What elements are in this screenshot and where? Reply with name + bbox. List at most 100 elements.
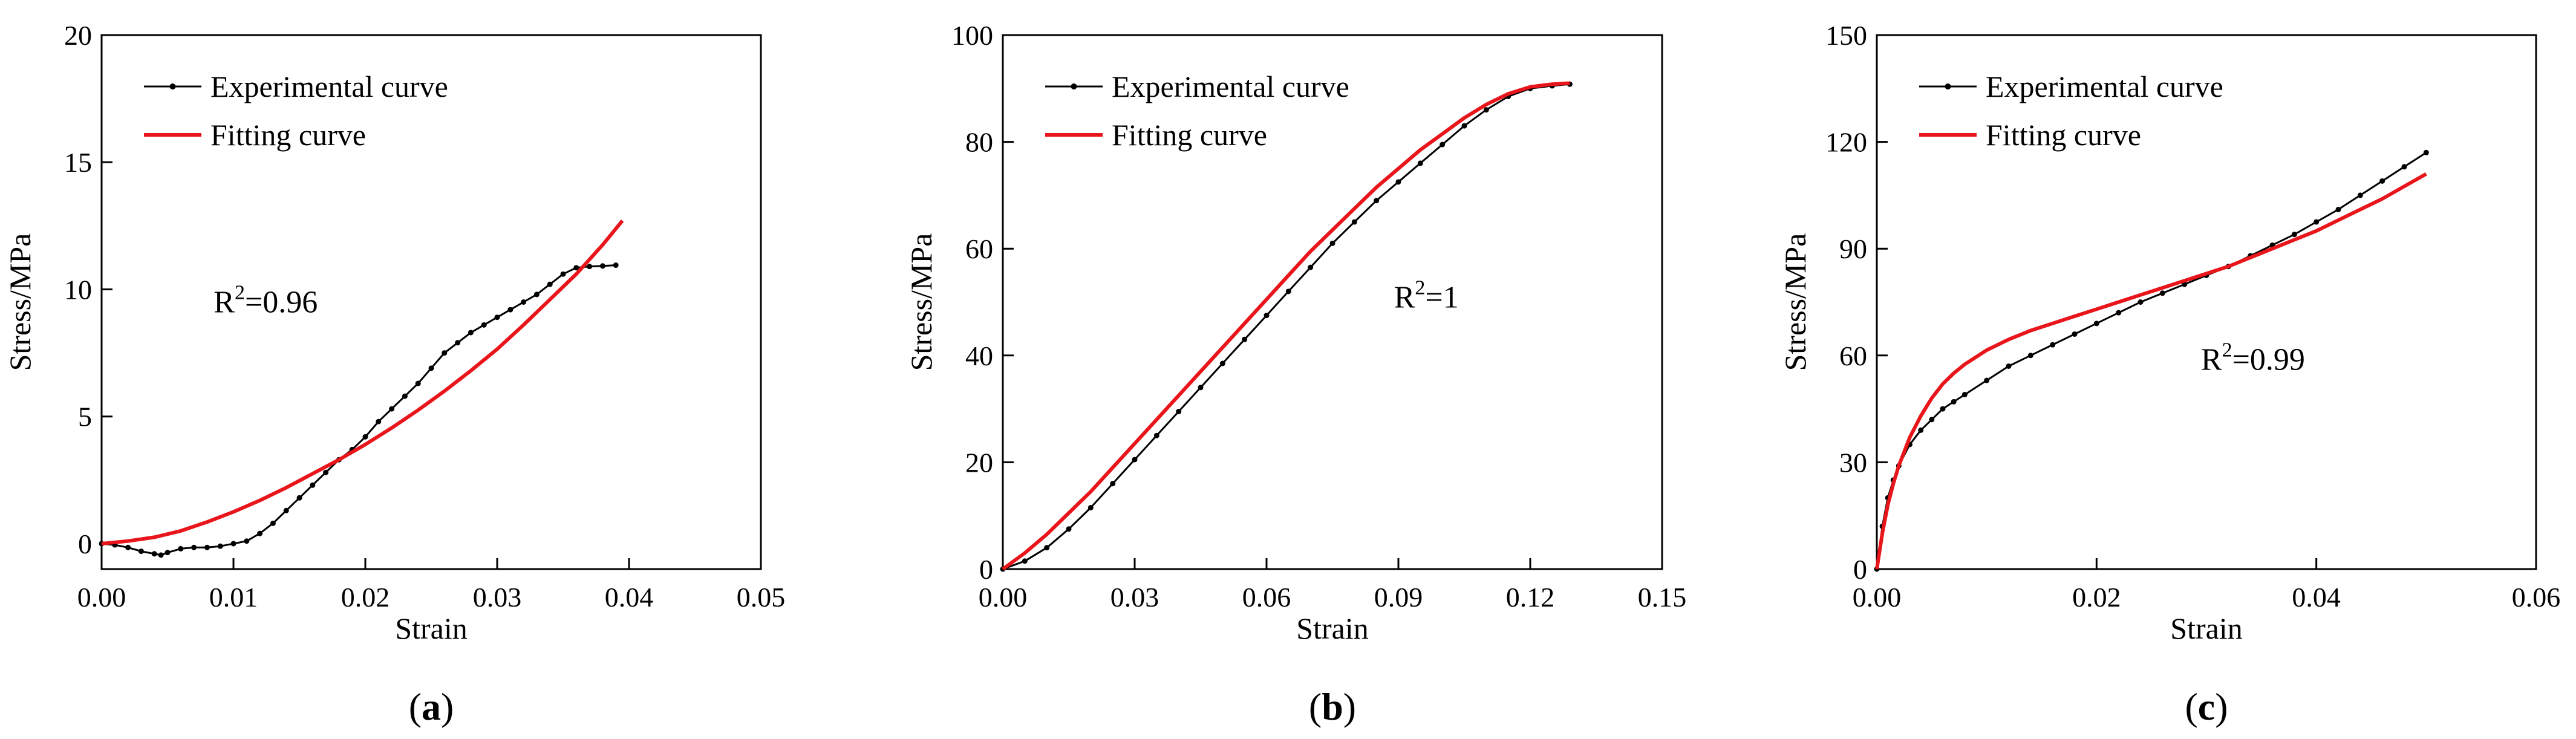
y-axis-label: Stress/MPa (904, 233, 938, 371)
data-point (455, 340, 461, 346)
data-point (296, 495, 302, 501)
panel-label: (b) (1309, 685, 1356, 728)
r-squared-superscript: 2 (1415, 276, 1425, 299)
panel-label-letter: a (422, 685, 441, 728)
y-tick-label: 150 (1825, 20, 1867, 51)
data-point (494, 314, 500, 321)
y-tick-label: 10 (64, 274, 92, 305)
data-point (1308, 264, 1314, 270)
legend: Experimental curve Fitting curve (1919, 70, 2223, 152)
y-tick-label: 60 (1839, 340, 1867, 371)
chart-panel-b: 0.00 0.03 0.06 0.09 0.12 0.15 0 20 40 60 80 100 Stra… (904, 20, 1686, 728)
y-tick-label: 5 (78, 402, 92, 432)
data-point (2401, 164, 2407, 170)
data-point (323, 469, 329, 475)
data-point (376, 418, 382, 425)
panel-label-letter: c (2198, 685, 2215, 728)
r-squared-superscript: 2 (2222, 339, 2232, 361)
data-point (244, 538, 250, 544)
data-point (2314, 219, 2320, 225)
data-point (1918, 427, 1924, 433)
data-point (2093, 321, 2099, 327)
panel-label-open: ( (409, 685, 422, 728)
data-point (1483, 107, 1489, 113)
y-tick-label: 0 (979, 554, 993, 585)
y-tick-label: 15 (64, 147, 92, 178)
chart-panel-c: 0.00 0.02 0.04 0.06 0 30 60 90 120 150 Strain Stres… (1778, 20, 2560, 728)
data-point (1176, 409, 1182, 415)
data-point (257, 530, 263, 536)
data-point (1264, 313, 1270, 319)
legend-label: Experimental curve (1986, 70, 2223, 103)
data-point (428, 365, 434, 371)
data-point (138, 549, 144, 555)
y-tick-label: 20 (965, 447, 993, 478)
r-squared-value: =0.99 (2232, 342, 2305, 377)
data-point (1374, 198, 1380, 204)
x-tick-label: 0.01 (209, 582, 258, 613)
panel-label-open: ( (1309, 685, 1322, 728)
y-tick-label: 100 (951, 20, 993, 51)
data-point (1087, 504, 1094, 510)
data-point (270, 520, 276, 526)
legend-label: Experimental curve (1112, 70, 1349, 103)
y-tick-label: 80 (965, 127, 993, 158)
x-tick-label: 0.15 (1638, 582, 1687, 613)
data-point (521, 299, 527, 305)
y-axis-label: Stress/MPa (1778, 233, 1812, 371)
data-point (1285, 288, 1291, 295)
y-tick-label: 120 (1825, 127, 1867, 158)
data-point (1961, 392, 1968, 398)
panel-label: (c) (2185, 685, 2228, 728)
y-axis-label: Stress/MPa (3, 233, 37, 371)
data-point (2159, 290, 2165, 296)
r-squared-annotation: R2=0.99 (2201, 339, 2305, 377)
data-point (2116, 310, 2122, 316)
y-tick-label: 20 (64, 20, 92, 51)
data-point (2423, 149, 2429, 155)
x-tick-label: 0.00 (77, 582, 126, 613)
series-line (1875, 172, 2427, 570)
series-fitting (1875, 172, 2427, 570)
legend-marker (169, 83, 176, 90)
r-squared-base: R (214, 285, 235, 319)
panel-label-open: ( (2185, 685, 2197, 728)
legend-label: Fitting curve (1112, 118, 1267, 152)
data-point (151, 551, 157, 557)
r-squared-value: =1 (1425, 280, 1458, 314)
x-tick-label: 0.03 (473, 582, 522, 613)
series-fitting (1002, 81, 1570, 571)
series-line (1876, 152, 2427, 570)
series-fitting (101, 220, 624, 545)
data-point (1461, 123, 1467, 129)
data-point (204, 544, 210, 550)
data-point (573, 265, 579, 271)
x-axis-label: Strain (1296, 611, 1368, 645)
data-point (2027, 353, 2033, 359)
y-tick-label: 0 (78, 529, 92, 559)
legend-label: Fitting curve (210, 118, 366, 152)
y-tick-label: 30 (1839, 447, 1867, 478)
data-point (389, 406, 395, 412)
data-point (442, 350, 448, 356)
legend-label: Experimental curve (210, 70, 448, 103)
r-squared-superscript: 2 (235, 281, 245, 304)
x-tick-label: 0.02 (2072, 582, 2121, 613)
y-tick-label: 40 (965, 340, 993, 371)
data-point (158, 552, 164, 558)
data-point (2137, 299, 2144, 305)
x-tick-label: 0.05 (737, 582, 786, 613)
data-point (1198, 385, 1204, 391)
x-tick-label: 0.12 (1506, 582, 1555, 613)
data-point (599, 263, 605, 269)
data-point (560, 271, 566, 277)
data-point (1022, 558, 1028, 564)
data-point (2050, 342, 2056, 348)
data-point (1132, 457, 1138, 463)
data-point (1417, 160, 1423, 166)
data-point (2357, 192, 2363, 198)
legend: Experimental curve Fitting curve (1045, 70, 1349, 152)
series-line (1002, 81, 1570, 571)
plot-frame (1002, 34, 1663, 570)
panel-label-close: ) (1343, 685, 1356, 728)
